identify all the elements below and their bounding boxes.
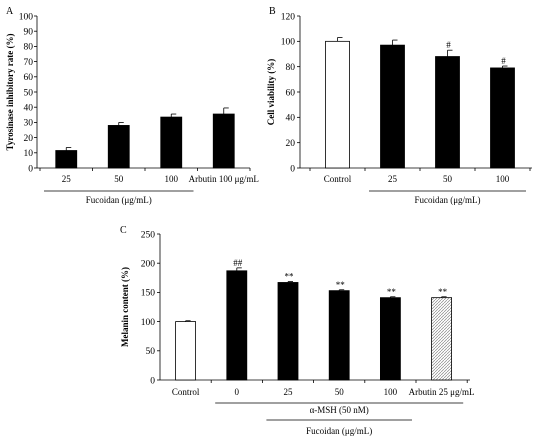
bar — [431, 297, 453, 381]
category-label: Arbutin 25 μg/mL — [409, 387, 475, 397]
y-tick-label: 20 — [24, 134, 34, 144]
category-label: 100 — [496, 174, 510, 184]
category-label: 50 — [335, 387, 345, 397]
y-tick-label: 100 — [141, 318, 156, 328]
significance-mark: ** — [387, 287, 397, 297]
significance-mark: # — [501, 56, 506, 66]
bar — [212, 113, 235, 169]
panel-letter: B — [269, 6, 276, 17]
panel-letter: A — [6, 6, 14, 17]
y-tick-label: 100 — [19, 12, 34, 22]
bar — [175, 321, 197, 381]
significance-mark: ** — [285, 272, 295, 282]
category-label: 25 — [284, 387, 294, 397]
category-label: 100 — [384, 387, 398, 397]
bar — [107, 125, 130, 169]
y-axis-label: Tyrosinase inhibitory rate (%) — [5, 34, 15, 151]
y-tick-label: 100 — [281, 38, 296, 48]
y-tick-label: 60 — [286, 88, 296, 98]
bar — [55, 150, 78, 169]
category-label: 25 — [388, 174, 398, 184]
y-tick-label: 20 — [286, 139, 296, 149]
panel-b: B 0 20 40 60 80 100 120 Cell viability (%) Contro… — [266, 6, 532, 205]
y-tick-label: 150 — [141, 289, 156, 299]
y-tick-label: 0 — [150, 376, 155, 386]
significance-mark: # — [446, 40, 451, 50]
y-tick-label: 120 — [281, 12, 296, 22]
group-label: Fucoidan (μg/mL) — [86, 195, 152, 205]
panel-letter: C — [120, 225, 127, 236]
category-label: Control — [324, 174, 352, 184]
sub-group-label: Fucoidan (μg/mL) — [306, 426, 372, 436]
y-tick-label: 40 — [286, 114, 296, 124]
bar — [435, 56, 460, 169]
bar — [328, 290, 350, 381]
significance-mark: ** — [438, 287, 448, 297]
y-tick-label: 0 — [290, 164, 295, 174]
bar — [160, 116, 183, 169]
category-label: 50 — [443, 174, 453, 184]
y-tick-label: 250 — [141, 230, 156, 240]
y-tick-label: 50 — [146, 347, 156, 357]
y-axis-label: Melanin content (%) — [120, 267, 130, 347]
y-tick-label: 60 — [24, 73, 34, 83]
significance-mark: ** — [336, 280, 346, 290]
y-tick-label: 80 — [286, 63, 296, 73]
category-label: 25 — [62, 174, 72, 184]
y-tick-label: 200 — [141, 260, 156, 270]
bar — [226, 270, 248, 381]
category-label: 0 — [235, 387, 240, 397]
bar — [325, 40, 350, 169]
y-tick-label: 40 — [24, 104, 34, 114]
y-tick-label: 30 — [24, 119, 34, 129]
y-tick-label: 10 — [24, 149, 34, 159]
significance-mark: ## — [233, 258, 243, 268]
category-label: 50 — [114, 174, 124, 184]
category-label: 100 — [165, 174, 179, 184]
group-label: α-MSH (50 nM) — [310, 405, 369, 415]
bar — [490, 67, 515, 169]
y-tick-label: 90 — [24, 28, 34, 38]
bar — [380, 44, 405, 169]
y-tick-label: 80 — [24, 43, 34, 53]
panel-a: A 0 10 20 30 40 50 60 70 80 90 100 Tyrosinase inhibi… — [5, 6, 259, 205]
category-label: Control — [172, 387, 200, 397]
bar — [379, 297, 401, 381]
y-axis-label: Cell viability (%) — [266, 59, 276, 126]
bar — [277, 282, 299, 381]
group-label: Fucoidan (μg/mL) — [414, 195, 480, 205]
y-tick-label: 70 — [24, 58, 34, 68]
y-tick-label: 50 — [24, 88, 34, 98]
y-tick-label: 0 — [28, 164, 33, 174]
category-label: Arbutin 100 μg/mL — [189, 174, 259, 184]
